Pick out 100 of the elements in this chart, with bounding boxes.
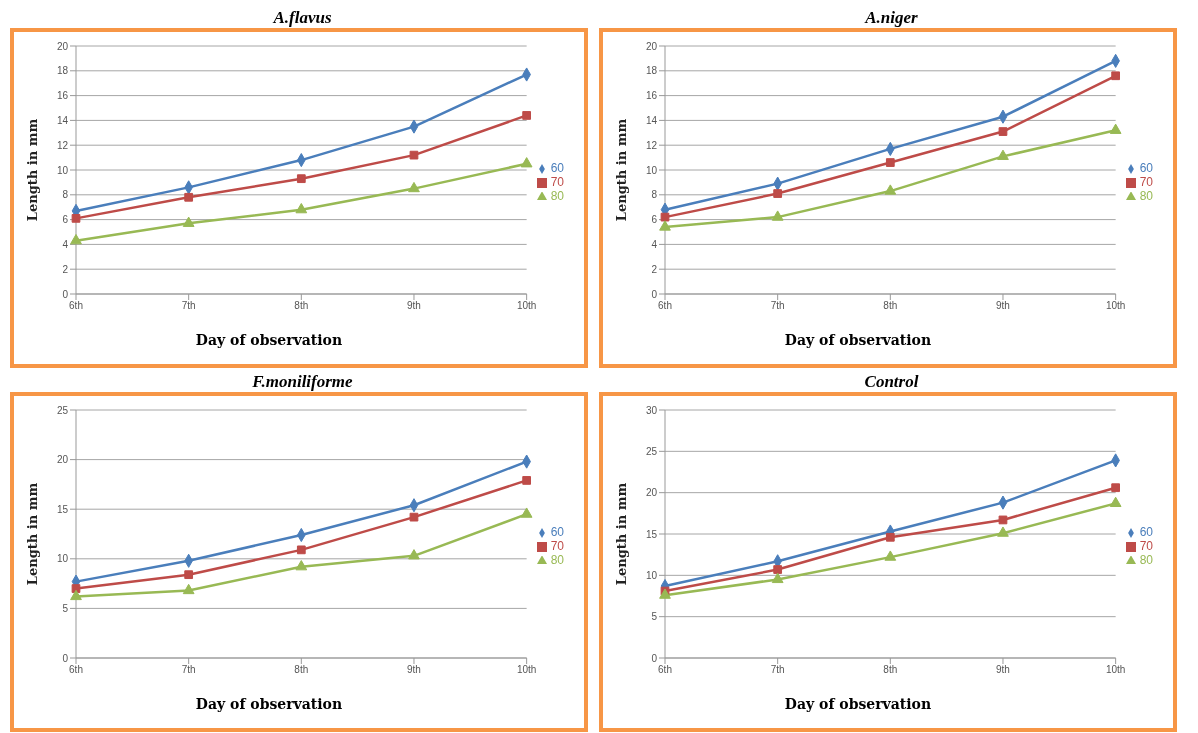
y-tick-label: 14 <box>645 114 658 126</box>
y-tick-label: 8 <box>62 189 69 201</box>
point <box>71 213 81 223</box>
x-tick-label: 10th <box>1105 300 1126 312</box>
y-tick-label: 25 <box>645 445 658 457</box>
x-tick-label: 10th <box>516 664 537 676</box>
y-axis-title: Length in mm <box>24 118 40 222</box>
y-tick-label: 10 <box>645 164 658 176</box>
point <box>296 545 306 555</box>
point <box>771 210 784 221</box>
x-tick-label: 9th <box>996 664 1010 676</box>
y-tick-label: 8 <box>651 189 658 201</box>
x-tick-label: 9th <box>996 300 1010 312</box>
legend-label: 70 <box>550 175 564 189</box>
point <box>520 507 533 518</box>
y-tick-label: 30 <box>645 404 658 416</box>
point <box>295 202 308 214</box>
chart-title: A.niger <box>863 8 919 28</box>
y-tick-label: 10 <box>56 164 69 176</box>
point <box>1109 496 1122 508</box>
y-tick-label: 18 <box>56 65 69 77</box>
point <box>520 157 533 168</box>
point <box>884 550 897 561</box>
x-axis-title: Day of observation <box>783 696 933 712</box>
legend-label: 70 <box>1139 539 1153 553</box>
point <box>408 549 420 560</box>
point <box>182 216 195 227</box>
point <box>71 584 81 593</box>
y-tick-label: 14 <box>56 114 69 126</box>
point <box>408 181 420 193</box>
point <box>997 526 1009 537</box>
x-axis-title: Day of observation <box>194 332 344 348</box>
x-tick-label: 7th <box>770 664 785 676</box>
y-tick-label: 4 <box>62 238 69 250</box>
legend-label: 60 <box>1139 525 1153 539</box>
point <box>998 127 1008 136</box>
x-tick-label: 7th <box>181 664 196 676</box>
x-tick-label: 8th <box>883 664 898 676</box>
legend-label: 80 <box>550 553 564 567</box>
x-tick-label: 10th <box>516 300 537 312</box>
point <box>409 512 419 522</box>
chart-title: A.flavus <box>271 8 333 28</box>
point <box>1111 483 1121 493</box>
y-tick-label: 2 <box>62 263 69 275</box>
point <box>70 589 82 601</box>
y-tick-label: 20 <box>645 40 658 52</box>
x-axis-title: Day of observation <box>783 332 933 348</box>
y-tick-label: 6 <box>651 214 658 226</box>
point <box>771 572 784 584</box>
point <box>773 565 783 574</box>
legend-label: 60 <box>550 525 564 539</box>
legend-label: 80 <box>1139 553 1153 567</box>
point <box>522 476 532 485</box>
legend-label: 80 <box>1139 189 1153 203</box>
point <box>1111 71 1121 81</box>
y-tick-label: 10 <box>645 569 658 581</box>
y-tick-label: 20 <box>56 454 69 466</box>
point <box>885 158 895 167</box>
chart-title: F.moniliforme <box>251 372 354 392</box>
y-tick-label: 15 <box>56 503 69 515</box>
point <box>184 570 194 580</box>
y-tick-label: 25 <box>56 404 69 416</box>
x-tick-label: 6th <box>658 300 672 312</box>
y-tick-label: 0 <box>651 288 658 300</box>
point <box>522 111 532 120</box>
y-axis-title: Length in mm <box>613 482 629 586</box>
x-tick-label: 8th <box>883 300 898 312</box>
point <box>184 192 194 202</box>
legend-label: 60 <box>550 161 564 175</box>
y-tick-label: 5 <box>651 611 658 623</box>
y-tick-label: 4 <box>651 238 658 250</box>
x-tick-label: 8th <box>294 300 309 312</box>
x-tick-label: 10th <box>1105 664 1126 676</box>
y-tick-label: 12 <box>645 139 658 151</box>
x-tick-label: 9th <box>407 300 421 312</box>
x-tick-label: 6th <box>69 300 83 312</box>
y-tick-label: 16 <box>645 90 658 102</box>
x-tick-label: 6th <box>69 664 83 676</box>
y-axis-title: Length in mm <box>613 118 629 222</box>
point <box>659 220 671 231</box>
point <box>998 515 1008 525</box>
x-tick-label: 7th <box>770 300 785 312</box>
legend-label: 70 <box>550 539 564 553</box>
point <box>884 184 897 195</box>
y-tick-label: 5 <box>62 602 69 614</box>
y-tick-label: 15 <box>645 528 658 540</box>
y-tick-label: 20 <box>56 40 69 52</box>
y-tick-label: 0 <box>62 288 69 300</box>
point <box>182 583 195 595</box>
y-tick-label: 16 <box>56 90 69 102</box>
point <box>70 233 82 245</box>
point <box>773 189 783 198</box>
y-tick-label: 0 <box>62 652 69 664</box>
point <box>885 532 895 542</box>
x-tick-label: 9th <box>407 664 421 676</box>
point <box>660 212 670 222</box>
y-tick-label: 12 <box>56 139 69 151</box>
legend-label: 60 <box>1139 161 1153 175</box>
x-tick-label: 8th <box>294 664 309 676</box>
point <box>296 174 306 184</box>
